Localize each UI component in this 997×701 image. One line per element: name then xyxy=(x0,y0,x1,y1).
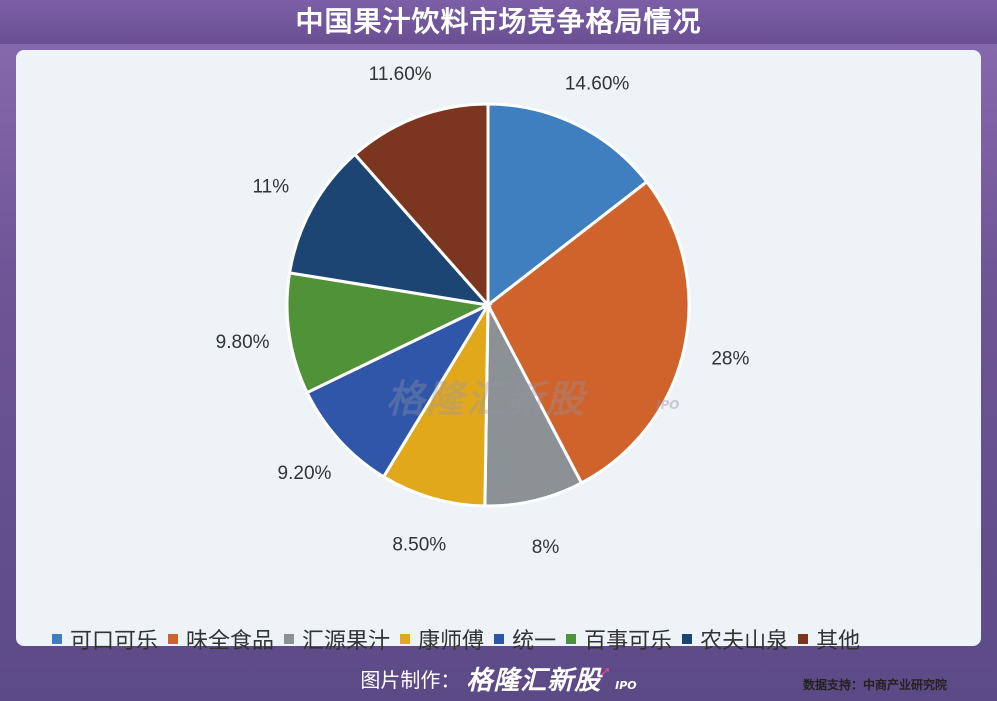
legend-item-5: 百事可乐 xyxy=(566,623,672,655)
legend-swatch-7 xyxy=(798,634,809,644)
legend-item-4: 统一 xyxy=(494,623,556,655)
legend-item-3: 康师傅 xyxy=(400,623,484,655)
footer-brand: 格隆汇新股 xyxy=(466,666,602,696)
slice-label-3: 8.50% xyxy=(392,534,446,555)
legend-label-5: 百事可乐 xyxy=(584,629,673,654)
legend-label-2: 汇源果汁 xyxy=(302,629,391,654)
legend-swatch-2 xyxy=(284,634,295,644)
slice-label-0: 14.60% xyxy=(565,73,630,94)
legend-label-6: 农夫山泉 xyxy=(700,629,789,654)
watermark-ipo: IPO xyxy=(656,398,680,412)
footer-ipo: IPO xyxy=(615,679,637,692)
legend-item-2: 汇源果汁 xyxy=(284,623,390,655)
footer: 图片制作： 格隆汇新股 ➚ IPO xyxy=(0,656,997,701)
watermark-text: 格隆汇新股 xyxy=(386,377,587,421)
slice-label-1: 28% xyxy=(711,349,749,370)
source-note: 数据支持：中商产业研究院 xyxy=(802,678,947,692)
pie-slice-2 xyxy=(483,304,584,508)
slice-label-7: 11.60% xyxy=(369,64,432,85)
legend-swatch-6 xyxy=(682,634,693,644)
pie-slice-7 xyxy=(352,102,490,309)
pie-slice-6 xyxy=(287,152,492,308)
legend-item-1: 味全食品 xyxy=(168,623,274,655)
pie-slice-5 xyxy=(285,271,493,395)
legend-item-7: 其他 xyxy=(798,623,860,655)
slice-label-2: 8% xyxy=(532,537,560,558)
slice-label-4: 9.20% xyxy=(278,463,332,484)
legend-swatch-4 xyxy=(494,634,505,644)
page-title: 中国果汁饮料市场竞争格局情况 xyxy=(0,0,997,44)
legend-swatch-5 xyxy=(566,634,577,644)
legend-swatch-1 xyxy=(168,634,179,644)
legend-item-6: 农夫山泉 xyxy=(682,623,788,655)
slice-label-5: 9.80% xyxy=(216,332,270,353)
legend: 可口可乐 味全食品 汇源果汁 康师傅 统一 百事可乐 农夫山泉 其他 xyxy=(52,624,982,654)
pie-slice-4 xyxy=(305,301,492,479)
footer-arrow-icon: ➚ xyxy=(599,663,612,680)
legend-label-1: 味全食品 xyxy=(186,629,275,654)
legend-swatch-0 xyxy=(52,634,62,644)
pie-slice-0 xyxy=(486,102,649,309)
legend-label-3: 康师傅 xyxy=(418,629,485,654)
slice-label-6: 11% xyxy=(253,176,290,197)
legend-label-4: 统一 xyxy=(512,629,557,654)
chart-panel: 14.60% 28% 8% 8.50% 9.20% 9.80% 11% 11.60% 格隆汇新… xyxy=(16,50,981,692)
legend-label-0: 可口可乐 xyxy=(70,629,159,654)
legend-label-7: 其他 xyxy=(816,629,861,654)
legend-item-0: 可口可乐 xyxy=(52,623,158,655)
pie-slice-1 xyxy=(486,179,691,485)
pie-slice-3 xyxy=(381,299,490,508)
pie-chart: 14.60% 28% 8% 8.50% 9.20% 9.80% 11% 11.60% xyxy=(216,64,750,558)
legend-swatch-3 xyxy=(400,634,411,644)
footer-label: 图片制作： xyxy=(360,668,461,692)
